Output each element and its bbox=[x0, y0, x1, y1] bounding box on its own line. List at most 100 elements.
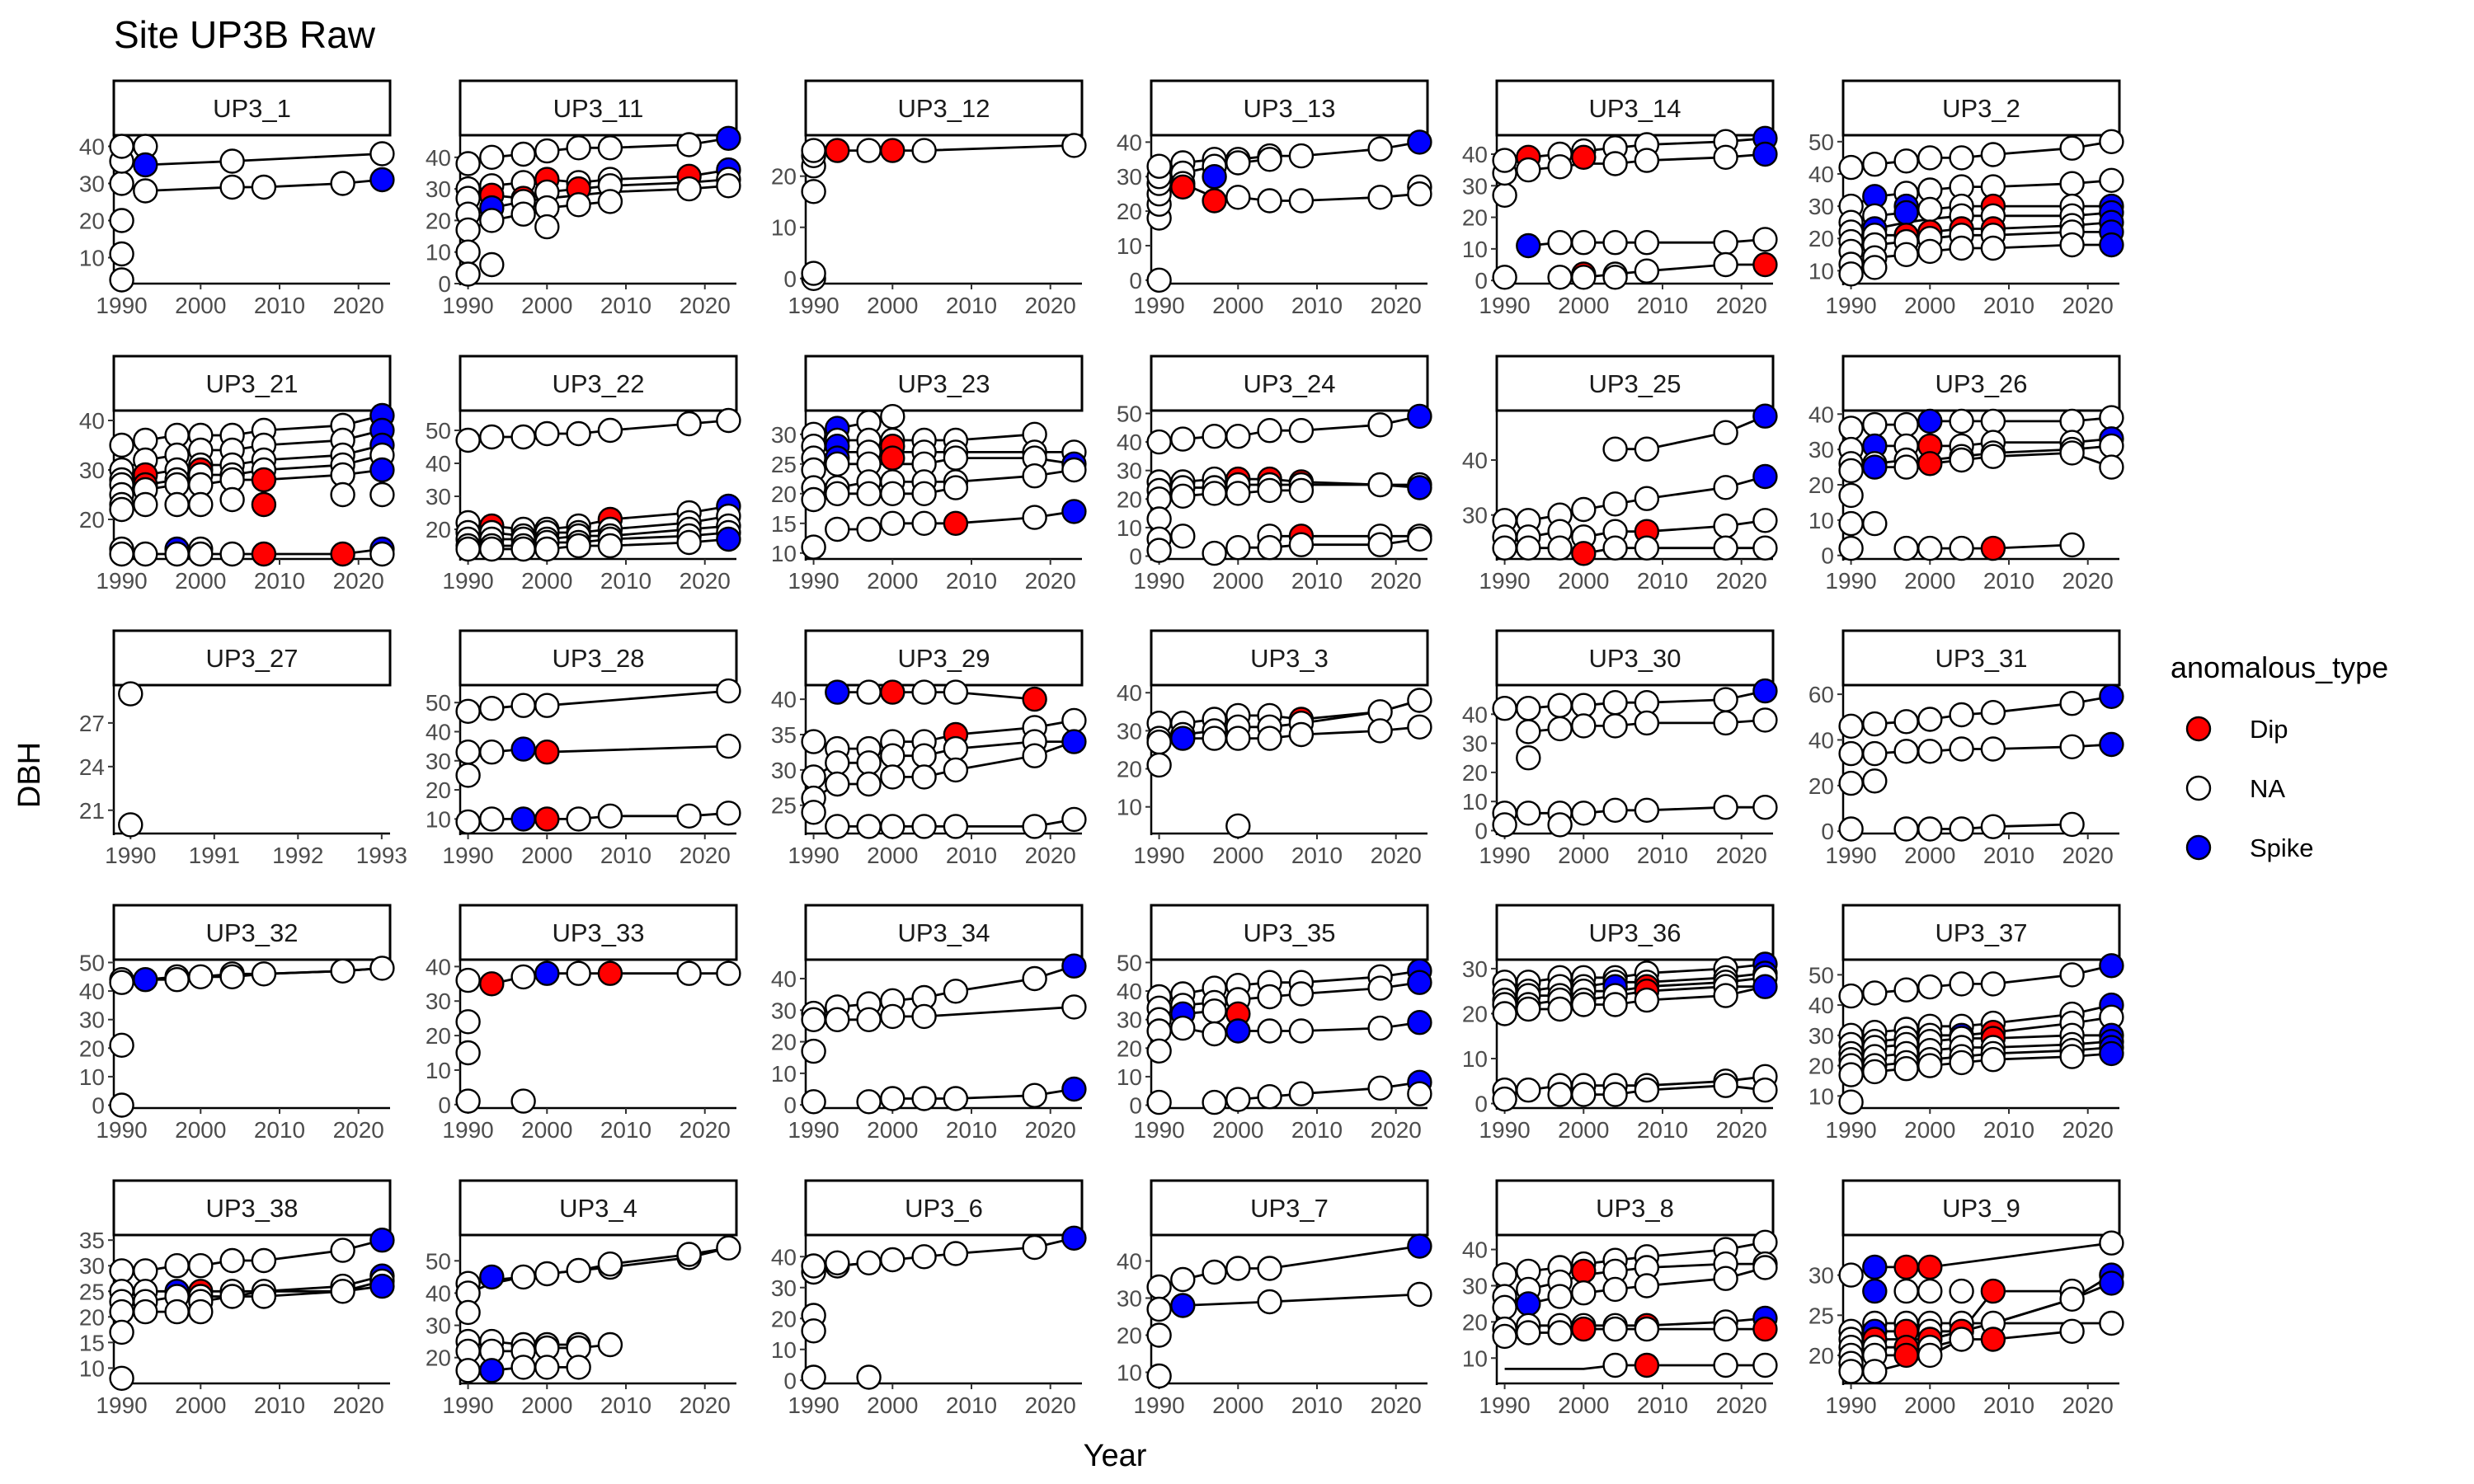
facet-panel: UP3_21 20 30 40 1990 2000 2010 2020 bbox=[79, 355, 395, 594]
x-tick-label: 2010 bbox=[1291, 293, 1343, 318]
data-point bbox=[1202, 163, 1227, 190]
y-tick-label: 10 bbox=[1117, 233, 1142, 259]
facet-strip bbox=[804, 629, 1084, 687]
facet-label: UP3_1 bbox=[213, 94, 291, 123]
data-point bbox=[801, 486, 826, 513]
y-tick-label: 40 bbox=[79, 979, 105, 1004]
data-point bbox=[1838, 713, 1864, 739]
x-tick-label: 1992 bbox=[272, 843, 323, 868]
y-tick-label: 20 bbox=[1117, 486, 1142, 512]
y-tick-label: 10 bbox=[1808, 1083, 1834, 1109]
y-tick-label: 40 bbox=[771, 1244, 797, 1270]
facet-label: UP3_11 bbox=[553, 94, 644, 123]
data-point bbox=[597, 803, 623, 829]
data-point bbox=[1862, 1254, 1888, 1280]
data-point bbox=[1949, 408, 1974, 434]
y-tick-label: 40 bbox=[426, 1280, 451, 1306]
data-point bbox=[1917, 238, 1943, 265]
facet-strip bbox=[1495, 629, 1775, 687]
data-point bbox=[1225, 1087, 1251, 1112]
data-point bbox=[943, 757, 969, 783]
data-point bbox=[1202, 1021, 1227, 1047]
data-point bbox=[1862, 1359, 1888, 1384]
data-point bbox=[109, 134, 134, 159]
data-point bbox=[109, 171, 134, 196]
x-tick-label: 2020 bbox=[1716, 843, 1767, 868]
x-tick-label: 2000 bbox=[1904, 568, 1955, 594]
data-point bbox=[1146, 730, 1172, 755]
data-point bbox=[1022, 965, 1047, 992]
data-point bbox=[1634, 710, 1660, 736]
data-point bbox=[369, 141, 395, 167]
facet-panel: UP3_11 0 10 20 30 40 1990 2000 2010 2020 bbox=[426, 79, 741, 318]
y-tick-label: 50 bbox=[79, 950, 105, 975]
facet-label: UP3_32 bbox=[205, 918, 298, 947]
x-tick-label: 2000 bbox=[175, 568, 226, 594]
data-point bbox=[1893, 1278, 1919, 1304]
data-point bbox=[1492, 696, 1517, 721]
data-point bbox=[801, 1007, 826, 1033]
data-point bbox=[1634, 1077, 1660, 1103]
y-tick-label: 10 bbox=[1462, 789, 1488, 815]
data-point bbox=[219, 1247, 245, 1274]
facet-panel: UP3_30 0 10 20 30 40 1990 2000 2010 2020 bbox=[1462, 629, 1778, 868]
data-point bbox=[1257, 1289, 1282, 1315]
y-tick-label: 0 bbox=[1475, 268, 1488, 294]
y-tick-label: 10 bbox=[771, 1337, 797, 1363]
data-point bbox=[856, 516, 882, 542]
data-point bbox=[1061, 133, 1087, 158]
x-tick-label: 1990 bbox=[1133, 1392, 1184, 1418]
data-point bbox=[1838, 458, 1864, 484]
data-point bbox=[109, 208, 134, 233]
data-point bbox=[1022, 814, 1047, 839]
data-point bbox=[597, 417, 623, 444]
data-point bbox=[1893, 816, 1919, 842]
x-tick-label: 2000 bbox=[1558, 293, 1609, 318]
y-tick-label: 30 bbox=[771, 422, 797, 448]
x-tick-label: 1990 bbox=[1479, 568, 1530, 594]
data-point bbox=[1634, 148, 1660, 173]
x-tick-label: 1990 bbox=[1133, 568, 1184, 594]
legend-title: anomalous_type bbox=[2171, 650, 2388, 684]
data-point bbox=[118, 681, 143, 707]
chart-title: Site UP3B Raw bbox=[114, 13, 376, 56]
y-tick-label: 40 bbox=[79, 134, 105, 160]
data-point bbox=[510, 1355, 536, 1380]
data-point bbox=[1917, 974, 1943, 1000]
data-point bbox=[1713, 475, 1738, 500]
y-tick-label: 25 bbox=[771, 793, 797, 819]
data-point bbox=[479, 971, 505, 997]
y-tick-label: 30 bbox=[426, 989, 451, 1014]
data-point bbox=[2059, 811, 2085, 838]
data-point bbox=[2099, 454, 2124, 480]
data-point bbox=[597, 135, 623, 161]
data-point bbox=[1980, 408, 2006, 434]
facet-label: UP3_36 bbox=[1588, 918, 1681, 947]
y-tick-label: 30 bbox=[79, 171, 105, 197]
x-tick-label: 2000 bbox=[1558, 1117, 1609, 1143]
y-tick-label: 30 bbox=[426, 749, 451, 774]
data-point bbox=[1949, 1327, 1974, 1352]
facet-strip bbox=[112, 1179, 392, 1237]
legend-label: NA bbox=[2250, 774, 2285, 803]
data-point bbox=[1492, 148, 1517, 173]
y-tick-label: 30 bbox=[1808, 1263, 1834, 1289]
data-point bbox=[1980, 971, 2006, 997]
facet-label: UP3_37 bbox=[1935, 918, 2027, 947]
y-tick-label: 40 bbox=[1808, 727, 1834, 753]
y-tick-label: 35 bbox=[771, 722, 797, 748]
facet-panel: UP3_13 0 10 20 30 40 1990 2000 2010 2020 bbox=[1117, 79, 1432, 318]
y-tick-label: 40 bbox=[426, 451, 451, 477]
data-point bbox=[1288, 188, 1315, 214]
y-tick-label: 30 bbox=[79, 458, 105, 483]
y-tick-label: 10 bbox=[426, 806, 451, 832]
data-point bbox=[2099, 953, 2124, 979]
data-point bbox=[1634, 1352, 1660, 1378]
x-tick-label: 2010 bbox=[946, 293, 997, 318]
data-point bbox=[1170, 483, 1196, 509]
data-point bbox=[1893, 739, 1919, 764]
data-point bbox=[2099, 1040, 2124, 1067]
facet-panel: UP3_33 0 10 20 30 40 1990 2000 2010 2020 bbox=[426, 904, 741, 1143]
facet-strip bbox=[1841, 629, 2121, 687]
data-point bbox=[943, 510, 969, 536]
